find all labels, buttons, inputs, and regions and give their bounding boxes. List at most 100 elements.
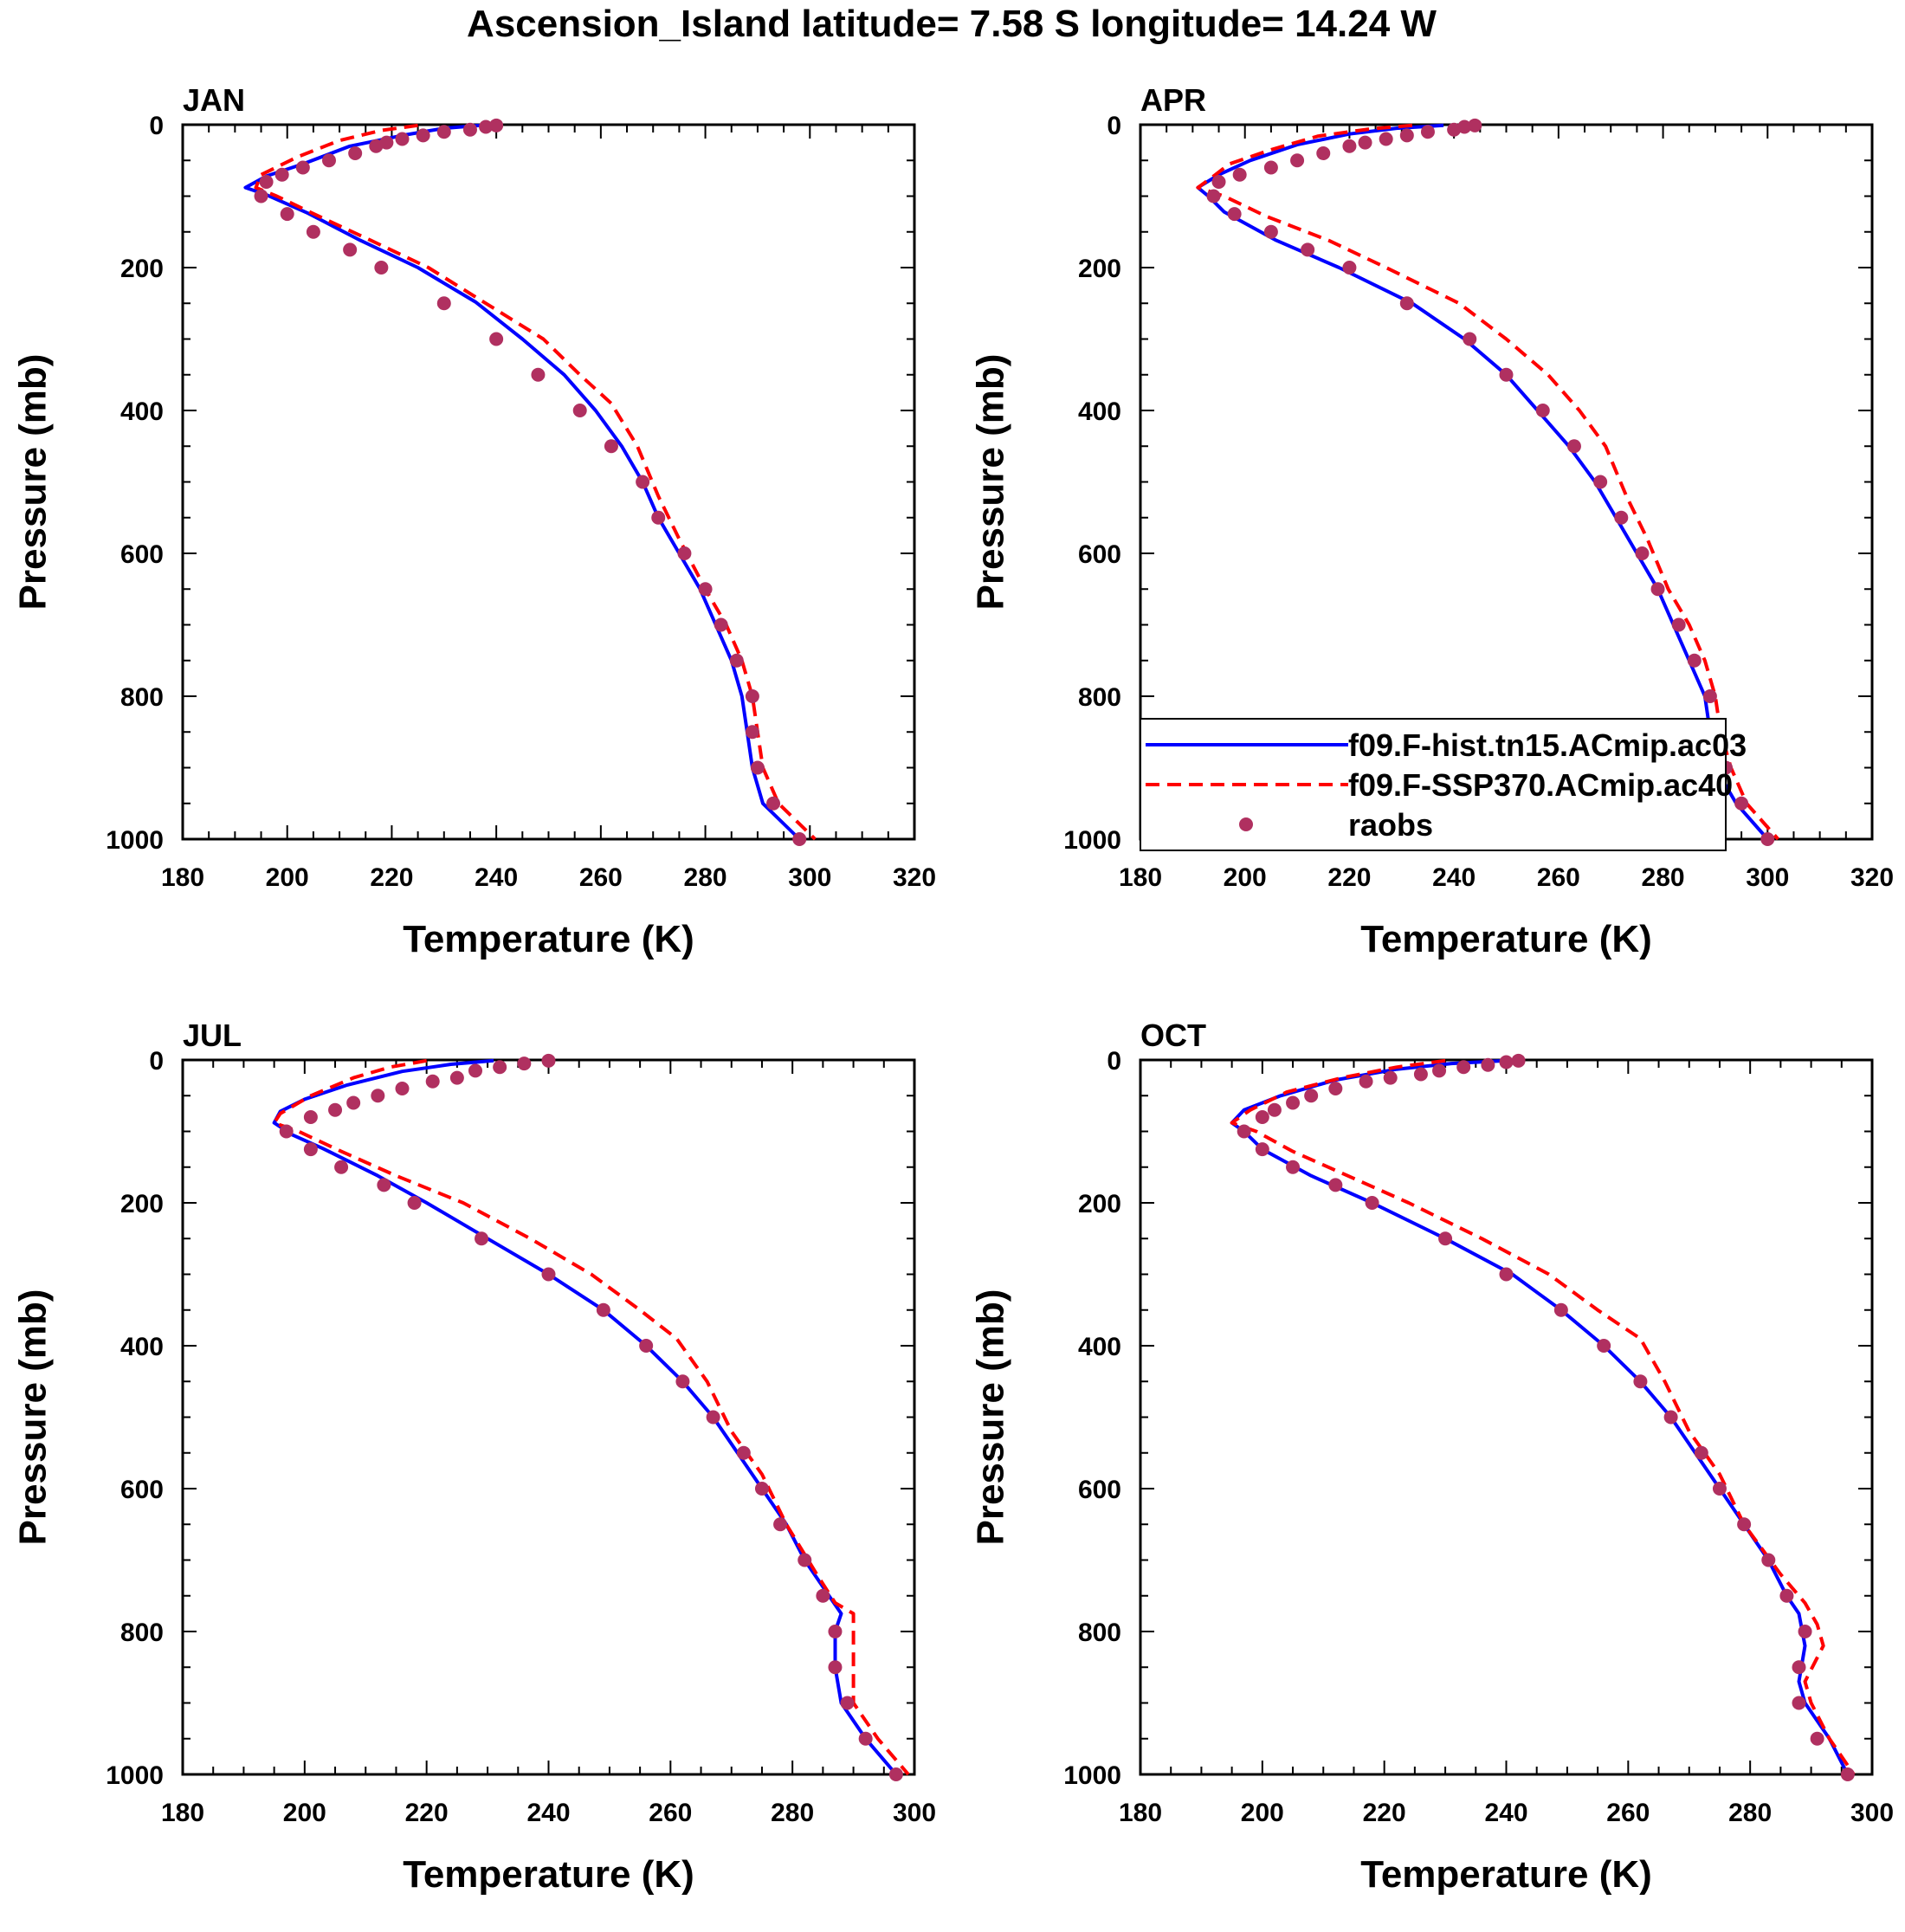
raobs-point (1255, 1110, 1269, 1124)
raobs-point (371, 1089, 385, 1103)
raobs-point (1463, 332, 1477, 346)
raobs-point (1468, 118, 1482, 132)
raobs-point (1499, 367, 1514, 382)
x-tick-label: 240 (1484, 1799, 1527, 1827)
raobs-point (328, 1102, 343, 1117)
y-tick-label: 400 (120, 1333, 164, 1361)
raobs-point (407, 1196, 422, 1210)
y-tick-label: 600 (120, 1476, 164, 1504)
y-axis-title: Pressure (mb) (970, 354, 1012, 611)
raobs-point (1399, 296, 1414, 311)
y-tick-label: 200 (1078, 1190, 1121, 1218)
raobs-point (493, 1060, 507, 1075)
raobs-point (1227, 207, 1242, 222)
raobs-point (1263, 160, 1278, 175)
x-tick-label: 260 (1606, 1799, 1650, 1827)
raobs-point (858, 1731, 873, 1746)
x-axis-title: Temperature (K) (1360, 1853, 1652, 1896)
raobs-point (840, 1696, 855, 1710)
raobs-point (425, 1074, 440, 1089)
x-axis-title: Temperature (K) (403, 918, 694, 960)
raobs-point (541, 1267, 556, 1282)
raobs-point (1255, 1142, 1269, 1157)
raobs-point (475, 1231, 489, 1246)
y-tick-label: 800 (120, 683, 164, 712)
x-tick-label: 220 (1363, 1799, 1406, 1827)
raobs-point (750, 760, 765, 775)
x-tick-label: 280 (1642, 863, 1685, 892)
y-tick-label: 800 (1078, 683, 1121, 712)
raobs-point (1798, 1625, 1812, 1638)
series-hist-line (272, 1058, 898, 1776)
raobs-point (1383, 1070, 1398, 1085)
raobs-point (1358, 135, 1372, 150)
raobs-point (462, 122, 477, 137)
raobs-point (1413, 1067, 1428, 1082)
raobs-point (1342, 139, 1357, 153)
raobs-point (1566, 439, 1581, 454)
raobs-point (1593, 475, 1608, 489)
x-tick-label: 200 (1241, 1799, 1284, 1827)
y-tick-label: 0 (1107, 112, 1121, 140)
plot-frame (181, 123, 916, 841)
y-tick-label: 600 (120, 540, 164, 569)
series-ssp370-line (1230, 1058, 1856, 1776)
panel-oct: OCT 180 200 220 240 260 280 300 0 200 400 600 800 100… (970, 1018, 1894, 1896)
raobs-point (541, 1053, 556, 1068)
raobs-point (1633, 1374, 1648, 1389)
raobs-point (531, 367, 546, 382)
raobs-point (395, 1082, 410, 1095)
raobs-point (346, 1095, 361, 1110)
raobs-point (303, 1142, 318, 1157)
y-tick-label: 400 (1078, 397, 1121, 426)
raobs-point (1286, 1095, 1301, 1110)
x-tick-label: 260 (649, 1799, 692, 1827)
raobs-point (1792, 1696, 1806, 1710)
raobs-point (1535, 404, 1550, 417)
raobs-point (745, 725, 759, 740)
x-tick-label: 200 (1224, 863, 1267, 892)
raobs-point (729, 653, 744, 668)
series-raobs (1237, 1053, 1855, 1781)
y-tick-label: 800 (120, 1619, 164, 1647)
y-axis-title: Pressure (mb) (12, 1289, 55, 1546)
raobs-point (449, 1070, 464, 1085)
y-tick-label: 600 (1078, 540, 1121, 569)
raobs-point (1432, 1063, 1447, 1078)
x-tick-label: 280 (684, 863, 727, 892)
raobs-point (792, 832, 807, 846)
x-tick-label: 300 (1746, 863, 1789, 892)
raobs-point (1792, 1660, 1806, 1675)
raobs-point (1840, 1767, 1855, 1781)
y-tick-label: 1000 (1063, 1761, 1121, 1790)
x-tick-label: 180 (1119, 863, 1162, 892)
raobs-point (295, 160, 310, 175)
raobs-point (698, 582, 713, 597)
raobs-point (274, 167, 289, 182)
y-tick-label: 200 (120, 255, 164, 283)
series-raobs (254, 118, 807, 846)
raobs-point (259, 175, 274, 189)
raobs-point (1553, 1302, 1568, 1317)
legend-label: f09.F-hist.tn15.ACmip.ac03 (1348, 727, 1747, 763)
raobs-point (1499, 1055, 1514, 1069)
x-tick-label: 300 (1850, 1799, 1894, 1827)
raobs-point (1760, 832, 1775, 846)
raobs-point (1511, 1053, 1526, 1068)
plot-frame (1139, 1058, 1874, 1776)
panel-label: JUL (183, 1018, 242, 1053)
raobs-point (1734, 796, 1749, 811)
raobs-point (1263, 224, 1278, 239)
y-tick-label: 400 (1078, 1333, 1121, 1361)
series-hist-line (243, 123, 801, 841)
raobs-point (416, 128, 430, 143)
y-tick-label: 800 (1078, 1619, 1121, 1647)
raobs-point (379, 135, 394, 150)
raobs-point (1614, 510, 1629, 525)
raobs-point (1694, 1445, 1708, 1460)
raobs-point (1301, 242, 1315, 257)
raobs-point (1712, 1482, 1727, 1496)
x-tick-label: 260 (1537, 863, 1580, 892)
raobs-point (1342, 261, 1357, 275)
raobs-point (254, 189, 268, 204)
